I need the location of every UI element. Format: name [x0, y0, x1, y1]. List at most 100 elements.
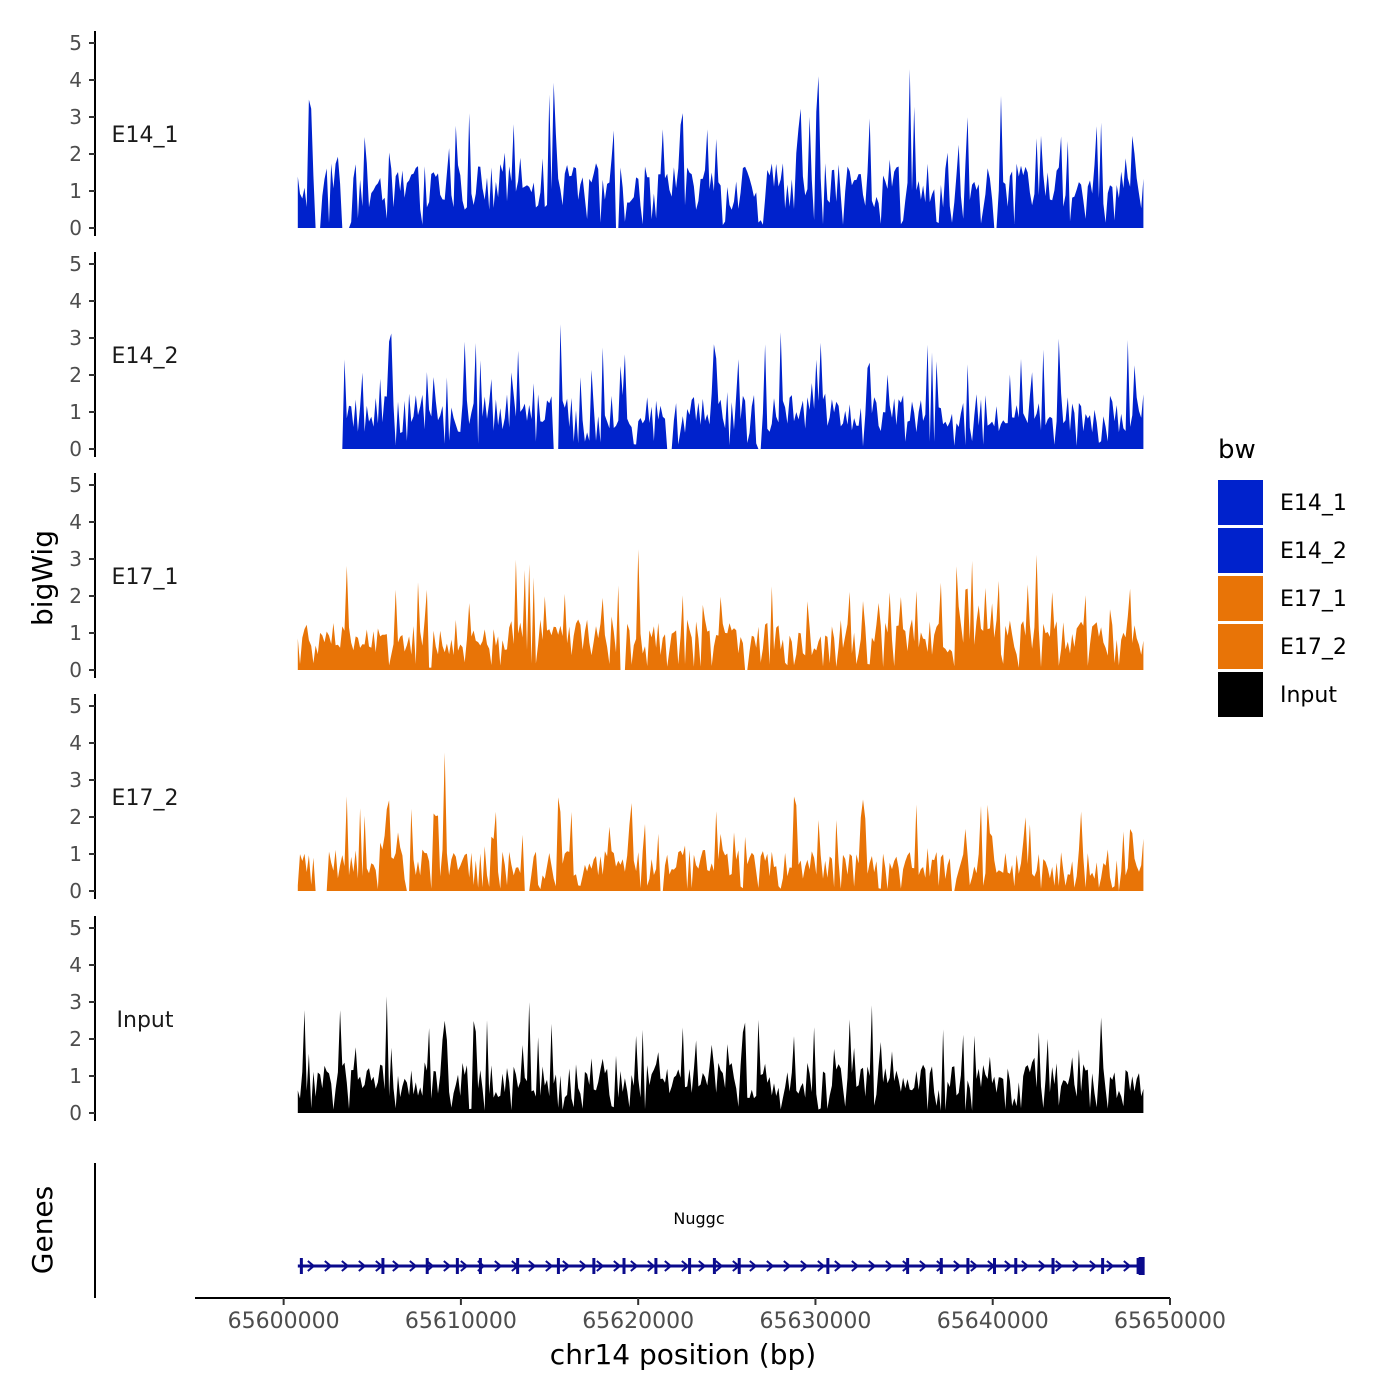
- strand-arrow: [800, 1260, 809, 1272]
- y-tick-label: 4: [69, 68, 82, 92]
- y-tick-label: 2: [69, 142, 82, 166]
- gene-exon: [299, 1258, 303, 1274]
- strand-arrow: [1004, 1260, 1013, 1272]
- gene-exon-end: [1138, 1257, 1145, 1275]
- legend-title: bw: [1218, 435, 1256, 465]
- y-tick-label: 5: [69, 694, 82, 718]
- gene-name: Nuggc: [673, 1209, 724, 1228]
- y-tick-label: 0: [69, 1101, 82, 1125]
- gene-exon: [737, 1258, 741, 1274]
- strand-arrow: [834, 1260, 843, 1272]
- y-tick-label: 1: [69, 842, 82, 866]
- gene-exon: [622, 1258, 626, 1274]
- y-tick-label: 2: [69, 805, 82, 829]
- strand-arrow: [783, 1260, 792, 1272]
- x-tick-label: 65640000: [937, 1309, 1049, 1334]
- strand-arrow: [647, 1260, 656, 1272]
- y-tick-label: 0: [69, 216, 82, 240]
- y-tick-label: 0: [69, 658, 82, 682]
- y-tick-label: 3: [69, 990, 82, 1014]
- strand-arrow: [324, 1260, 333, 1272]
- tracks: E14_1 E14_2 E17_1 E17_2 Input: [112, 69, 1144, 1113]
- y-tick-label: 3: [69, 105, 82, 129]
- x-axis-title: chr14 position (bp): [550, 1338, 816, 1371]
- gene-exon: [516, 1258, 520, 1274]
- track-label-e14_2: E14_2: [112, 344, 179, 369]
- gene-exon: [425, 1258, 429, 1274]
- gene-model: [297, 1257, 1145, 1275]
- strand-arrow: [766, 1260, 775, 1272]
- y-tick-label: 2: [69, 363, 82, 387]
- coverage-area-e17_2: [297, 752, 1144, 891]
- coverage-area-e14_1: [297, 69, 1144, 228]
- track-label-input: Input: [117, 1008, 174, 1033]
- strand-arrow: [1038, 1260, 1047, 1272]
- strand-arrow: [953, 1260, 962, 1272]
- gene-exon: [1101, 1258, 1105, 1274]
- strand-arrow: [358, 1260, 367, 1272]
- strand-arrow: [868, 1260, 877, 1272]
- y-axes: 0 1 2 3 4 5 0 1 2 3 4 5 0 1 2 3 4 5 0 1 2 3 4 5 0 1 2 3 4 5: [69, 31, 96, 1125]
- x-tick-label: 65620000: [582, 1309, 694, 1334]
- x-tick-label: 65630000: [759, 1309, 871, 1334]
- strand-arrow: [613, 1260, 622, 1272]
- legend-label-input: Input: [1280, 683, 1337, 708]
- y-tick-label: 5: [69, 252, 82, 276]
- gene-exon: [381, 1258, 385, 1274]
- strand-arrow: [715, 1260, 724, 1272]
- strand-arrow: [562, 1260, 571, 1272]
- gene-exon: [592, 1258, 596, 1274]
- y-tick-label: 0: [69, 437, 82, 461]
- coverage-area-e17_1: [297, 549, 1144, 670]
- y-tick-label: 5: [69, 473, 82, 497]
- strand-arrow: [851, 1260, 860, 1272]
- strand-arrow: [494, 1260, 503, 1272]
- strand-arrow: [1123, 1260, 1132, 1272]
- strand-arrow: [443, 1260, 452, 1272]
- gene-exon: [966, 1258, 970, 1274]
- strand-arrow: [392, 1260, 401, 1272]
- y-tick-label: 1: [69, 1064, 82, 1088]
- strand-arrow: [630, 1260, 639, 1272]
- gene-exon: [1051, 1258, 1055, 1274]
- strand-arrow: [426, 1260, 435, 1272]
- legend-swatch-input: [1218, 672, 1263, 717]
- gene-exon: [688, 1258, 692, 1274]
- strand-arrow: [596, 1260, 605, 1272]
- y-tick-label: 5: [69, 31, 82, 55]
- gene-exon: [455, 1258, 459, 1274]
- gene-exon: [478, 1258, 482, 1274]
- y-tick-label: 0: [69, 879, 82, 903]
- strand-arrow: [545, 1260, 554, 1272]
- strand-arrow: [749, 1260, 758, 1272]
- strand-arrow: [307, 1260, 316, 1272]
- legend-swatch-e14_2: [1218, 528, 1263, 573]
- y-tick-label: 2: [69, 584, 82, 608]
- gene-exon: [906, 1258, 910, 1274]
- x-axis: 65600000 65610000 65620000 65630000 65640000…: [195, 1297, 1226, 1334]
- gene-exon: [654, 1258, 658, 1274]
- y-axis-title: bigWig: [26, 530, 59, 626]
- gene-exon: [712, 1258, 716, 1274]
- strand-arrow: [698, 1260, 707, 1272]
- legend-swatch-e17_1: [1218, 576, 1263, 621]
- strand-arrow: [885, 1260, 894, 1272]
- strand-arrow: [919, 1260, 928, 1272]
- legend-label-e17_2: E17_2: [1280, 635, 1347, 660]
- gene-exon: [826, 1258, 830, 1274]
- track-label-e14_1: E14_1: [112, 123, 179, 148]
- y-tick-label: 1: [69, 400, 82, 424]
- legend-label-e14_2: E14_2: [1280, 539, 1347, 564]
- x-tick-label: 65610000: [405, 1309, 517, 1334]
- coverage-area-e14_2: [297, 324, 1144, 449]
- coverage-area-input: [297, 996, 1144, 1113]
- strand-arrow: [664, 1260, 673, 1272]
- y-tick-label: 2: [69, 1027, 82, 1051]
- gene-exon: [1014, 1258, 1018, 1274]
- strand-arrow: [681, 1260, 690, 1272]
- y-tick-label: 3: [69, 768, 82, 792]
- strand-arrow: [460, 1260, 469, 1272]
- legend: bw E14_1 E14_2 E17_1 E17_2 Input: [1218, 435, 1347, 717]
- y-tick-label: 4: [69, 510, 82, 534]
